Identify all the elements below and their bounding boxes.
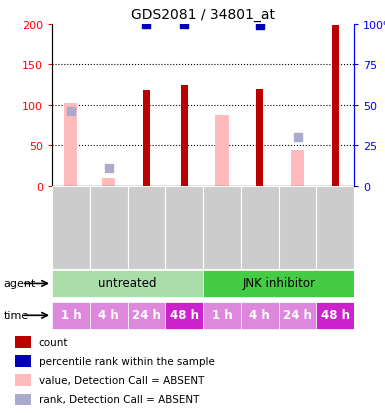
- Bar: [316, 302, 354, 329]
- Point: [257, 23, 263, 30]
- Bar: [203, 302, 241, 329]
- Text: count: count: [38, 337, 68, 347]
- Bar: [203, 186, 241, 269]
- Bar: [279, 302, 316, 329]
- Bar: [15, 394, 32, 405]
- Bar: [127, 186, 165, 269]
- Bar: [52, 302, 90, 329]
- Bar: [165, 186, 203, 269]
- Point: [181, 21, 187, 28]
- Text: 1 h: 1 h: [212, 309, 232, 321]
- Point: [105, 165, 112, 172]
- Bar: [64, 104, 77, 186]
- Point: [295, 135, 301, 141]
- Text: 1 h: 1 h: [60, 309, 81, 321]
- Text: time: time: [4, 311, 29, 320]
- Bar: [15, 355, 32, 367]
- Text: rank, Detection Call = ABSENT: rank, Detection Call = ABSENT: [38, 394, 199, 404]
- Bar: [241, 186, 279, 269]
- Bar: [256, 89, 263, 186]
- Bar: [102, 178, 115, 186]
- Text: 4 h: 4 h: [249, 309, 270, 321]
- Bar: [181, 85, 187, 186]
- Text: JNK inhibitor: JNK inhibitor: [242, 277, 315, 290]
- Text: value, Detection Call = ABSENT: value, Detection Call = ABSENT: [38, 375, 204, 385]
- Text: percentile rank within the sample: percentile rank within the sample: [38, 356, 214, 366]
- Bar: [215, 116, 229, 186]
- Bar: [291, 151, 304, 186]
- Bar: [52, 271, 203, 297]
- Bar: [279, 186, 316, 269]
- Bar: [52, 186, 90, 269]
- Bar: [203, 271, 354, 297]
- Bar: [316, 186, 354, 269]
- Point: [143, 21, 149, 28]
- Point: [332, 2, 338, 9]
- Text: 4 h: 4 h: [98, 309, 119, 321]
- Text: 48 h: 48 h: [321, 309, 350, 321]
- Bar: [90, 186, 127, 269]
- Text: 24 h: 24 h: [132, 309, 161, 321]
- Text: 48 h: 48 h: [170, 309, 199, 321]
- Bar: [165, 302, 203, 329]
- Title: GDS2081 / 34801_at: GDS2081 / 34801_at: [131, 8, 275, 22]
- Bar: [90, 302, 127, 329]
- Bar: [15, 375, 32, 386]
- Bar: [332, 26, 339, 186]
- Bar: [241, 302, 279, 329]
- Text: agent: agent: [4, 279, 36, 289]
- Bar: [143, 91, 150, 186]
- Bar: [15, 336, 32, 348]
- Point: [68, 109, 74, 115]
- Text: 24 h: 24 h: [283, 309, 312, 321]
- Text: untreated: untreated: [98, 277, 157, 290]
- Bar: [127, 302, 165, 329]
